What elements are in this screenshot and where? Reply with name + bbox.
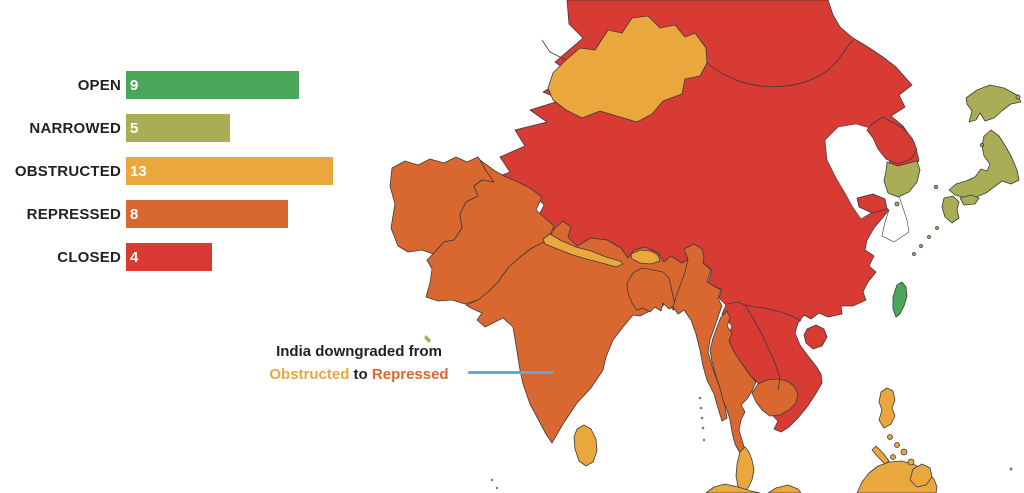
map-country-thailand	[709, 310, 757, 454]
bar-label: OBSTRUCTED	[14, 162, 121, 180]
map-country-bhutan	[630, 249, 661, 265]
map-country-taiwan	[892, 281, 908, 318]
bar-value: 5	[130, 119, 139, 137]
bar-value: 13	[130, 162, 147, 180]
sumatra-island-2	[767, 484, 802, 493]
map-country-philippines	[871, 387, 933, 488]
map-country-cambodia	[751, 378, 799, 417]
annotation-leader-line	[468, 371, 554, 374]
sumatra-island	[705, 483, 761, 493]
bar-fill-obstructed: 13	[126, 157, 333, 185]
bar-value: 4	[130, 248, 139, 266]
map-country-japan	[912, 84, 1022, 256]
amur-border	[706, 39, 854, 88]
bar-value: 8	[130, 205, 139, 223]
bar-row-closed: CLOSED 4	[0, 243, 360, 271]
map-country-pakistan	[425, 159, 555, 305]
bar-fill-open: 9	[126, 71, 299, 99]
map-country-sri-lanka	[573, 424, 598, 467]
russia-china-border	[541, 39, 567, 61]
map-country-south-korea	[883, 160, 921, 207]
bar-fill-repressed: 8	[126, 200, 288, 228]
laos-vietnam-border	[744, 304, 781, 391]
india-annotation: India downgraded from Obstructed to Repr…	[248, 341, 470, 386]
map-country-bangladesh	[626, 267, 676, 313]
bar-label: OPEN	[77, 76, 121, 94]
small-islands	[490, 396, 1013, 490]
bar-row-open: OPEN 9	[0, 71, 360, 99]
india-annotation-line2: Obstructed to Repressed	[269, 365, 449, 383]
asia-map	[370, 0, 1024, 493]
bar-row-repressed: REPRESSED 8	[0, 200, 360, 228]
rating-bar-chart: OPEN 9 NARROWED 5 OBSTRUCTED 13 REPRESSED 8 CLOS…	[0, 71, 360, 286]
bar-label: CLOSED	[57, 248, 121, 266]
map-country-malaysia-peninsula	[735, 446, 755, 493]
bar-fill-narrowed: 5	[126, 114, 230, 142]
map-country-mongolia	[547, 15, 708, 123]
china-vietnam-border	[726, 301, 802, 322]
map-country-nepal	[542, 233, 624, 268]
hainan-island	[803, 324, 828, 350]
map-country-north-korea	[866, 116, 918, 165]
india-annotation-line1: India downgraded from	[276, 343, 442, 360]
bar-label: NARROWED	[29, 119, 121, 137]
bar-row-obstructed: OBSTRUCTED 13	[0, 157, 360, 185]
bar-value: 9	[130, 76, 139, 94]
stray-sliver	[424, 335, 431, 343]
bar-fill-closed: 4	[126, 243, 212, 271]
bar-label: REPRESSED	[26, 205, 121, 223]
bar-row-narrowed: NARROWED 5	[0, 114, 360, 142]
shandong-peninsula	[856, 193, 888, 214]
